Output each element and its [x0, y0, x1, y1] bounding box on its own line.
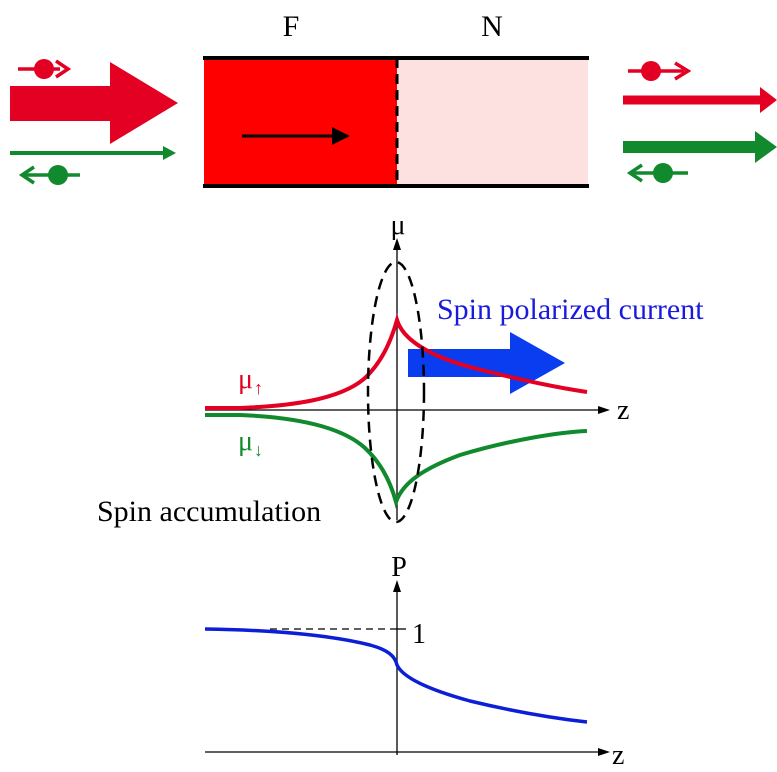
polarization-curve	[204, 627, 588, 724]
mu-up-label: μ↑	[238, 364, 263, 398]
p-one-label: 1	[412, 619, 426, 650]
spin-down-electron-icon-right	[626, 163, 688, 183]
spin-accumulation-ellipse	[366, 260, 426, 524]
z-axis-top-label: z	[617, 395, 629, 426]
junction: F N	[203, 10, 589, 188]
mu-down-curve	[205, 413, 588, 509]
right-currents	[623, 61, 777, 183]
z-axis-top-arrowhead	[598, 406, 610, 414]
z-axis-bottom-label: z	[612, 740, 624, 767]
spin-up-electron-icon	[18, 59, 72, 79]
spin-down-current-arrow-right	[623, 131, 777, 163]
spin-up-current-arrow-right	[623, 87, 777, 113]
ferromagnet-region	[204, 58, 397, 186]
normal-metal-label: N	[481, 10, 503, 43]
mu-up-curve	[205, 312, 588, 410]
left-currents	[10, 59, 178, 185]
polarization-plot: P 1 z	[204, 552, 624, 771]
spin-accumulation-label: Spin accumulation	[97, 495, 321, 528]
z-axis-bottom-arrowhead	[598, 748, 610, 756]
spin-up-electron-icon-right	[628, 61, 692, 81]
mu-down-label: μ↓	[238, 426, 263, 460]
p-axis-arrowhead	[393, 580, 401, 592]
mu-axis-arrowhead	[393, 238, 401, 250]
spin-down-current-arrow	[10, 146, 176, 160]
mu-axis-label: μ	[390, 210, 405, 241]
spin-current-label: Spin polarized current	[437, 293, 704, 326]
normal-metal-region	[397, 58, 588, 186]
chemical-potential-plot: μ z Spin polarized current μ↑ μ↓ Spin ac…	[97, 210, 704, 528]
p-axis-label: P	[391, 552, 407, 583]
ferromagnet-label: F	[283, 10, 300, 43]
spin-down-electron-icon	[18, 165, 80, 185]
spin-up-current-arrow	[10, 62, 178, 144]
